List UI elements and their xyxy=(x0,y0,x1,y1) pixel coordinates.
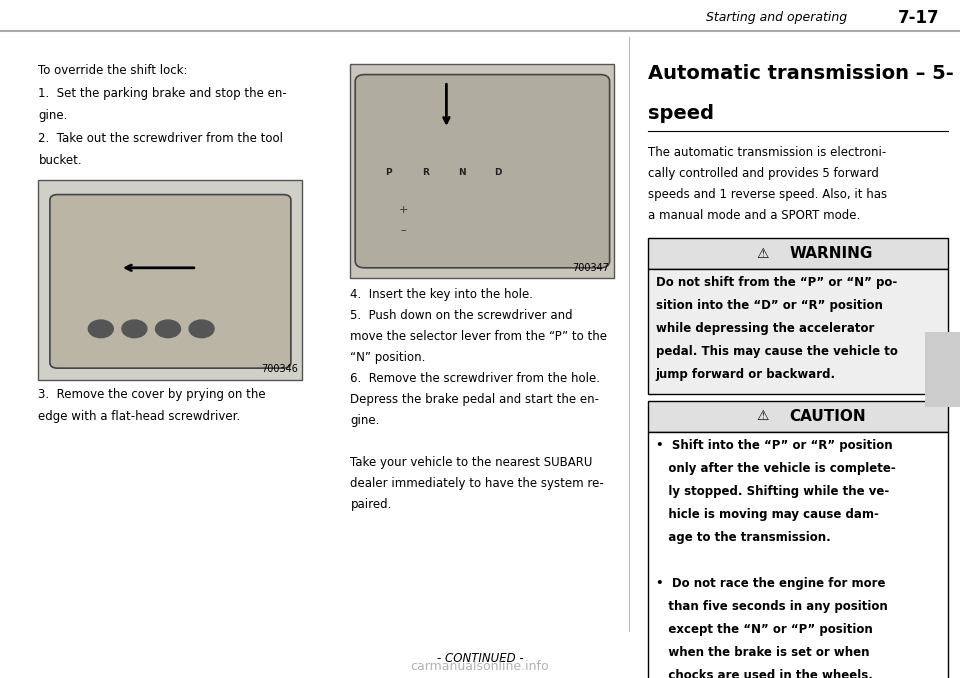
Text: pedal. This may cause the vehicle to: pedal. This may cause the vehicle to xyxy=(656,345,898,358)
Text: D: D xyxy=(494,168,502,178)
Text: edge with a flat-head screwdriver.: edge with a flat-head screwdriver. xyxy=(38,410,241,423)
Bar xyxy=(648,269,948,394)
Text: ly stopped. Shifting while the ve-: ly stopped. Shifting while the ve- xyxy=(656,485,889,498)
Text: gine.: gine. xyxy=(38,109,68,122)
Text: Starting and operating: Starting and operating xyxy=(706,11,851,24)
Bar xyxy=(925,332,960,407)
Text: speeds and 1 reverse speed. Also, it has: speeds and 1 reverse speed. Also, it has xyxy=(648,188,887,201)
Text: carmanualsonline.info: carmanualsonline.info xyxy=(411,660,549,673)
Text: WARNING: WARNING xyxy=(789,246,873,261)
Text: P: P xyxy=(386,168,392,178)
Text: 2.  Take out the screwdriver from the tool: 2. Take out the screwdriver from the too… xyxy=(38,132,283,144)
Bar xyxy=(648,238,948,269)
Text: Depress the brake pedal and start the en-: Depress the brake pedal and start the en… xyxy=(350,393,599,406)
Text: speed: speed xyxy=(648,104,714,123)
Text: a manual mode and a SPORT mode.: a manual mode and a SPORT mode. xyxy=(648,209,860,222)
FancyBboxPatch shape xyxy=(355,75,610,268)
Text: sition into the “D” or “R” position: sition into the “D” or “R” position xyxy=(656,299,882,312)
Bar xyxy=(648,401,948,432)
Text: bucket.: bucket. xyxy=(38,154,82,167)
Text: paired.: paired. xyxy=(350,498,392,511)
Text: 3.  Remove the cover by prying on the: 3. Remove the cover by prying on the xyxy=(38,388,266,401)
Circle shape xyxy=(156,320,180,338)
Circle shape xyxy=(88,320,113,338)
Text: 1.  Set the parking brake and stop the en-: 1. Set the parking brake and stop the en… xyxy=(38,87,287,100)
Text: The automatic transmission is electroni-: The automatic transmission is electroni- xyxy=(648,146,886,159)
Text: 6.  Remove the screwdriver from the hole.: 6. Remove the screwdriver from the hole. xyxy=(350,372,600,385)
Text: CAUTION: CAUTION xyxy=(789,409,866,424)
Circle shape xyxy=(189,320,214,338)
Text: dealer immediately to have the system re-: dealer immediately to have the system re… xyxy=(350,477,604,490)
Text: only after the vehicle is complete-: only after the vehicle is complete- xyxy=(656,462,896,475)
Text: R: R xyxy=(421,168,429,178)
Text: N: N xyxy=(458,168,466,178)
FancyBboxPatch shape xyxy=(50,195,291,368)
Text: - CONTINUED -: - CONTINUED - xyxy=(437,652,523,665)
Text: hicle is moving may cause dam-: hicle is moving may cause dam- xyxy=(656,508,878,521)
Text: when the brake is set or when: when the brake is set or when xyxy=(656,646,869,659)
Bar xyxy=(350,64,614,278)
Text: •  Do not race the engine for more: • Do not race the engine for more xyxy=(656,577,885,590)
Text: ⚠: ⚠ xyxy=(756,247,768,260)
Text: “N” position.: “N” position. xyxy=(350,351,426,364)
Text: •  Shift into the “P” or “R” position: • Shift into the “P” or “R” position xyxy=(656,439,892,452)
Circle shape xyxy=(122,320,147,338)
Text: Automatic transmission – 5-: Automatic transmission – 5- xyxy=(648,64,953,83)
Text: ⚠: ⚠ xyxy=(756,410,768,423)
Bar xyxy=(38,180,302,380)
Bar xyxy=(648,432,948,678)
Text: move the selector lever from the “P” to the: move the selector lever from the “P” to … xyxy=(350,330,608,343)
Text: 5.  Push down on the screwdriver and: 5. Push down on the screwdriver and xyxy=(350,309,573,322)
Text: while depressing the accelerator: while depressing the accelerator xyxy=(656,322,874,335)
Text: chocks are used in the wheels.: chocks are used in the wheels. xyxy=(656,669,873,678)
Text: jump forward or backward.: jump forward or backward. xyxy=(656,368,836,381)
Text: age to the transmission.: age to the transmission. xyxy=(656,531,830,544)
Text: –: – xyxy=(400,226,406,235)
Text: except the “N” or “P” position: except the “N” or “P” position xyxy=(656,623,873,636)
Text: Take your vehicle to the nearest SUBARU: Take your vehicle to the nearest SUBARU xyxy=(350,456,592,469)
Text: 700346: 700346 xyxy=(261,364,298,374)
Text: gine.: gine. xyxy=(350,414,380,427)
Text: +: + xyxy=(398,205,408,215)
Text: cally controlled and provides 5 forward: cally controlled and provides 5 forward xyxy=(648,167,878,180)
Text: 700347: 700347 xyxy=(572,262,610,273)
Text: Do not shift from the “P” or “N” po-: Do not shift from the “P” or “N” po- xyxy=(656,276,897,289)
Text: To override the shift lock:: To override the shift lock: xyxy=(38,64,188,77)
Text: 4.  Insert the key into the hole.: 4. Insert the key into the hole. xyxy=(350,288,534,301)
Text: 7-17: 7-17 xyxy=(898,9,939,26)
Text: than five seconds in any position: than five seconds in any position xyxy=(656,600,887,613)
